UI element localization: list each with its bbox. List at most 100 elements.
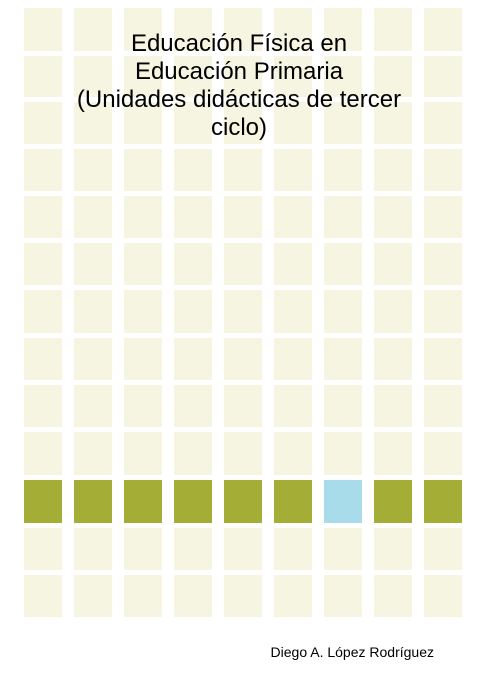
grid-tile <box>24 432 62 475</box>
grid-tile <box>24 338 62 380</box>
grid-tile <box>424 196 462 238</box>
grid-tile <box>274 149 312 191</box>
grid-tile <box>324 432 362 475</box>
grid-tile <box>74 432 112 475</box>
grid-tile <box>224 575 262 617</box>
grid-tile <box>74 196 112 238</box>
grid-tile <box>124 528 162 570</box>
grid-tile <box>174 243 212 285</box>
grid-tile <box>224 385 262 427</box>
grid-tile <box>124 196 162 238</box>
grid-tile <box>424 338 462 380</box>
grid-tile <box>124 243 162 285</box>
grid-tile <box>324 56 362 97</box>
grid-tile <box>324 149 362 191</box>
grid-tile <box>174 432 212 475</box>
grid-tile <box>24 102 62 144</box>
grid-tile <box>24 149 62 191</box>
grid-tile <box>24 8 62 51</box>
grid-tile <box>324 528 362 570</box>
grid-tile <box>424 243 462 285</box>
grid-tile <box>374 290 412 333</box>
grid-tile <box>224 102 262 144</box>
accent-tile <box>424 480 462 523</box>
grid-tile <box>74 575 112 617</box>
grid-tile <box>374 432 412 475</box>
grid-tile <box>124 290 162 333</box>
grid-tile <box>274 290 312 333</box>
grid-tile <box>374 575 412 617</box>
grid-tile <box>124 385 162 427</box>
grid-tile <box>24 385 62 427</box>
grid-tile <box>224 290 262 333</box>
book-title: Educación Física en Educación Primaria (… <box>20 30 458 142</box>
accent-tile <box>224 480 262 523</box>
grid-tile <box>174 290 212 333</box>
grid-tile <box>124 432 162 475</box>
grid-tile <box>424 149 462 191</box>
grid-tile <box>24 243 62 285</box>
grid-tile <box>224 149 262 191</box>
grid-tile <box>174 575 212 617</box>
grid-tile <box>174 528 212 570</box>
grid-tile <box>374 8 412 51</box>
grid-tile <box>24 575 62 617</box>
grid-tile <box>174 56 212 97</box>
grid-tile <box>324 575 362 617</box>
grid-tile <box>124 149 162 191</box>
grid-tile <box>24 290 62 333</box>
grid-tile <box>274 338 312 380</box>
grid-tile <box>174 385 212 427</box>
grid-tile <box>74 8 112 51</box>
grid-tile <box>324 102 362 144</box>
grid-tile <box>74 102 112 144</box>
grid-tile <box>424 575 462 617</box>
accent-tile <box>374 480 412 523</box>
grid-tile <box>24 528 62 570</box>
grid-tile <box>374 385 412 427</box>
grid-tile <box>124 56 162 97</box>
accent-tile <box>24 480 62 523</box>
grid-tile <box>374 102 412 144</box>
title-line-1: Educación Física en <box>130 30 348 57</box>
grid-tile <box>274 243 312 285</box>
grid-tile <box>124 338 162 380</box>
grid-tile <box>374 196 412 238</box>
grid-tile <box>74 290 112 333</box>
grid-tile <box>274 196 312 238</box>
grid-tile <box>124 575 162 617</box>
grid-tile <box>324 385 362 427</box>
grid-tile <box>274 528 312 570</box>
grid-tile <box>424 56 462 97</box>
grid-tile <box>374 243 412 285</box>
title-line-2: Educación Primaria <box>134 58 344 85</box>
accent-tile <box>124 480 162 523</box>
author-name: Diego A. López Rodríguez <box>270 644 434 660</box>
grid-tile <box>174 196 212 238</box>
grid-tile <box>224 8 262 51</box>
grid-tile <box>174 338 212 380</box>
grid-tile <box>124 8 162 51</box>
grid-tile <box>174 149 212 191</box>
grid-tile <box>224 56 262 97</box>
grid-tile <box>74 149 112 191</box>
title-line-3: (Unidades didácticas de tercer <box>76 86 402 113</box>
grid-tile <box>324 338 362 380</box>
grid-tile <box>174 8 212 51</box>
grid-tile <box>74 385 112 427</box>
grid-tile <box>124 102 162 144</box>
grid-tile <box>424 528 462 570</box>
grid-tile <box>324 196 362 238</box>
grid-tile <box>274 575 312 617</box>
grid-tile <box>374 56 412 97</box>
title-line-4: ciclo) <box>210 114 267 141</box>
accent-tile <box>174 480 212 523</box>
grid-tile <box>224 338 262 380</box>
grid-tile <box>224 432 262 475</box>
grid-tile <box>424 432 462 475</box>
grid-tile <box>274 102 312 144</box>
grid-tile <box>374 528 412 570</box>
grid-tile <box>24 196 62 238</box>
grid-tile <box>324 290 362 333</box>
grid-tile <box>274 432 312 475</box>
